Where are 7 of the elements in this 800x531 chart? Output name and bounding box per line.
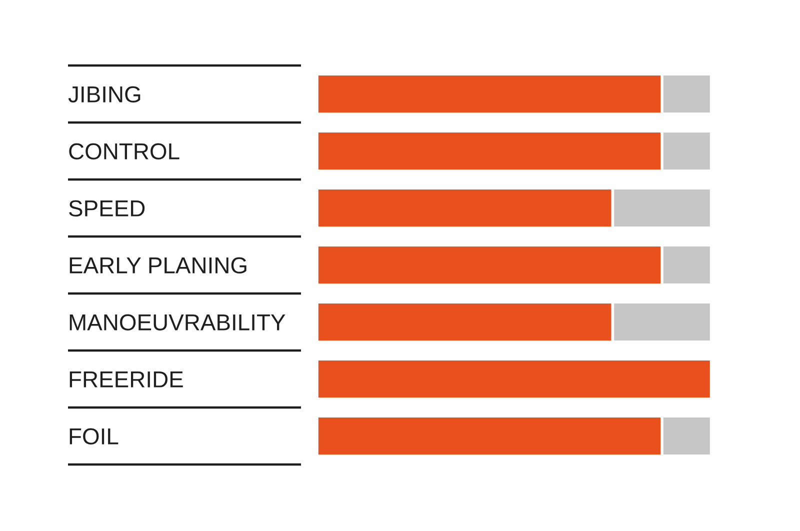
y-tick-label: SPEED [69, 200, 145, 217]
y-tick-label: FREERIDE [70, 372, 183, 388]
y-tick-label: JIBING [68, 86, 140, 103]
y-tick-label: CONTROL [69, 143, 180, 160]
y-tick-label: MANOEUVRABILITY [70, 314, 286, 331]
y-tick-label: EARLY PLANING [70, 257, 246, 274]
y-tick-label: FOIL [70, 428, 118, 445]
